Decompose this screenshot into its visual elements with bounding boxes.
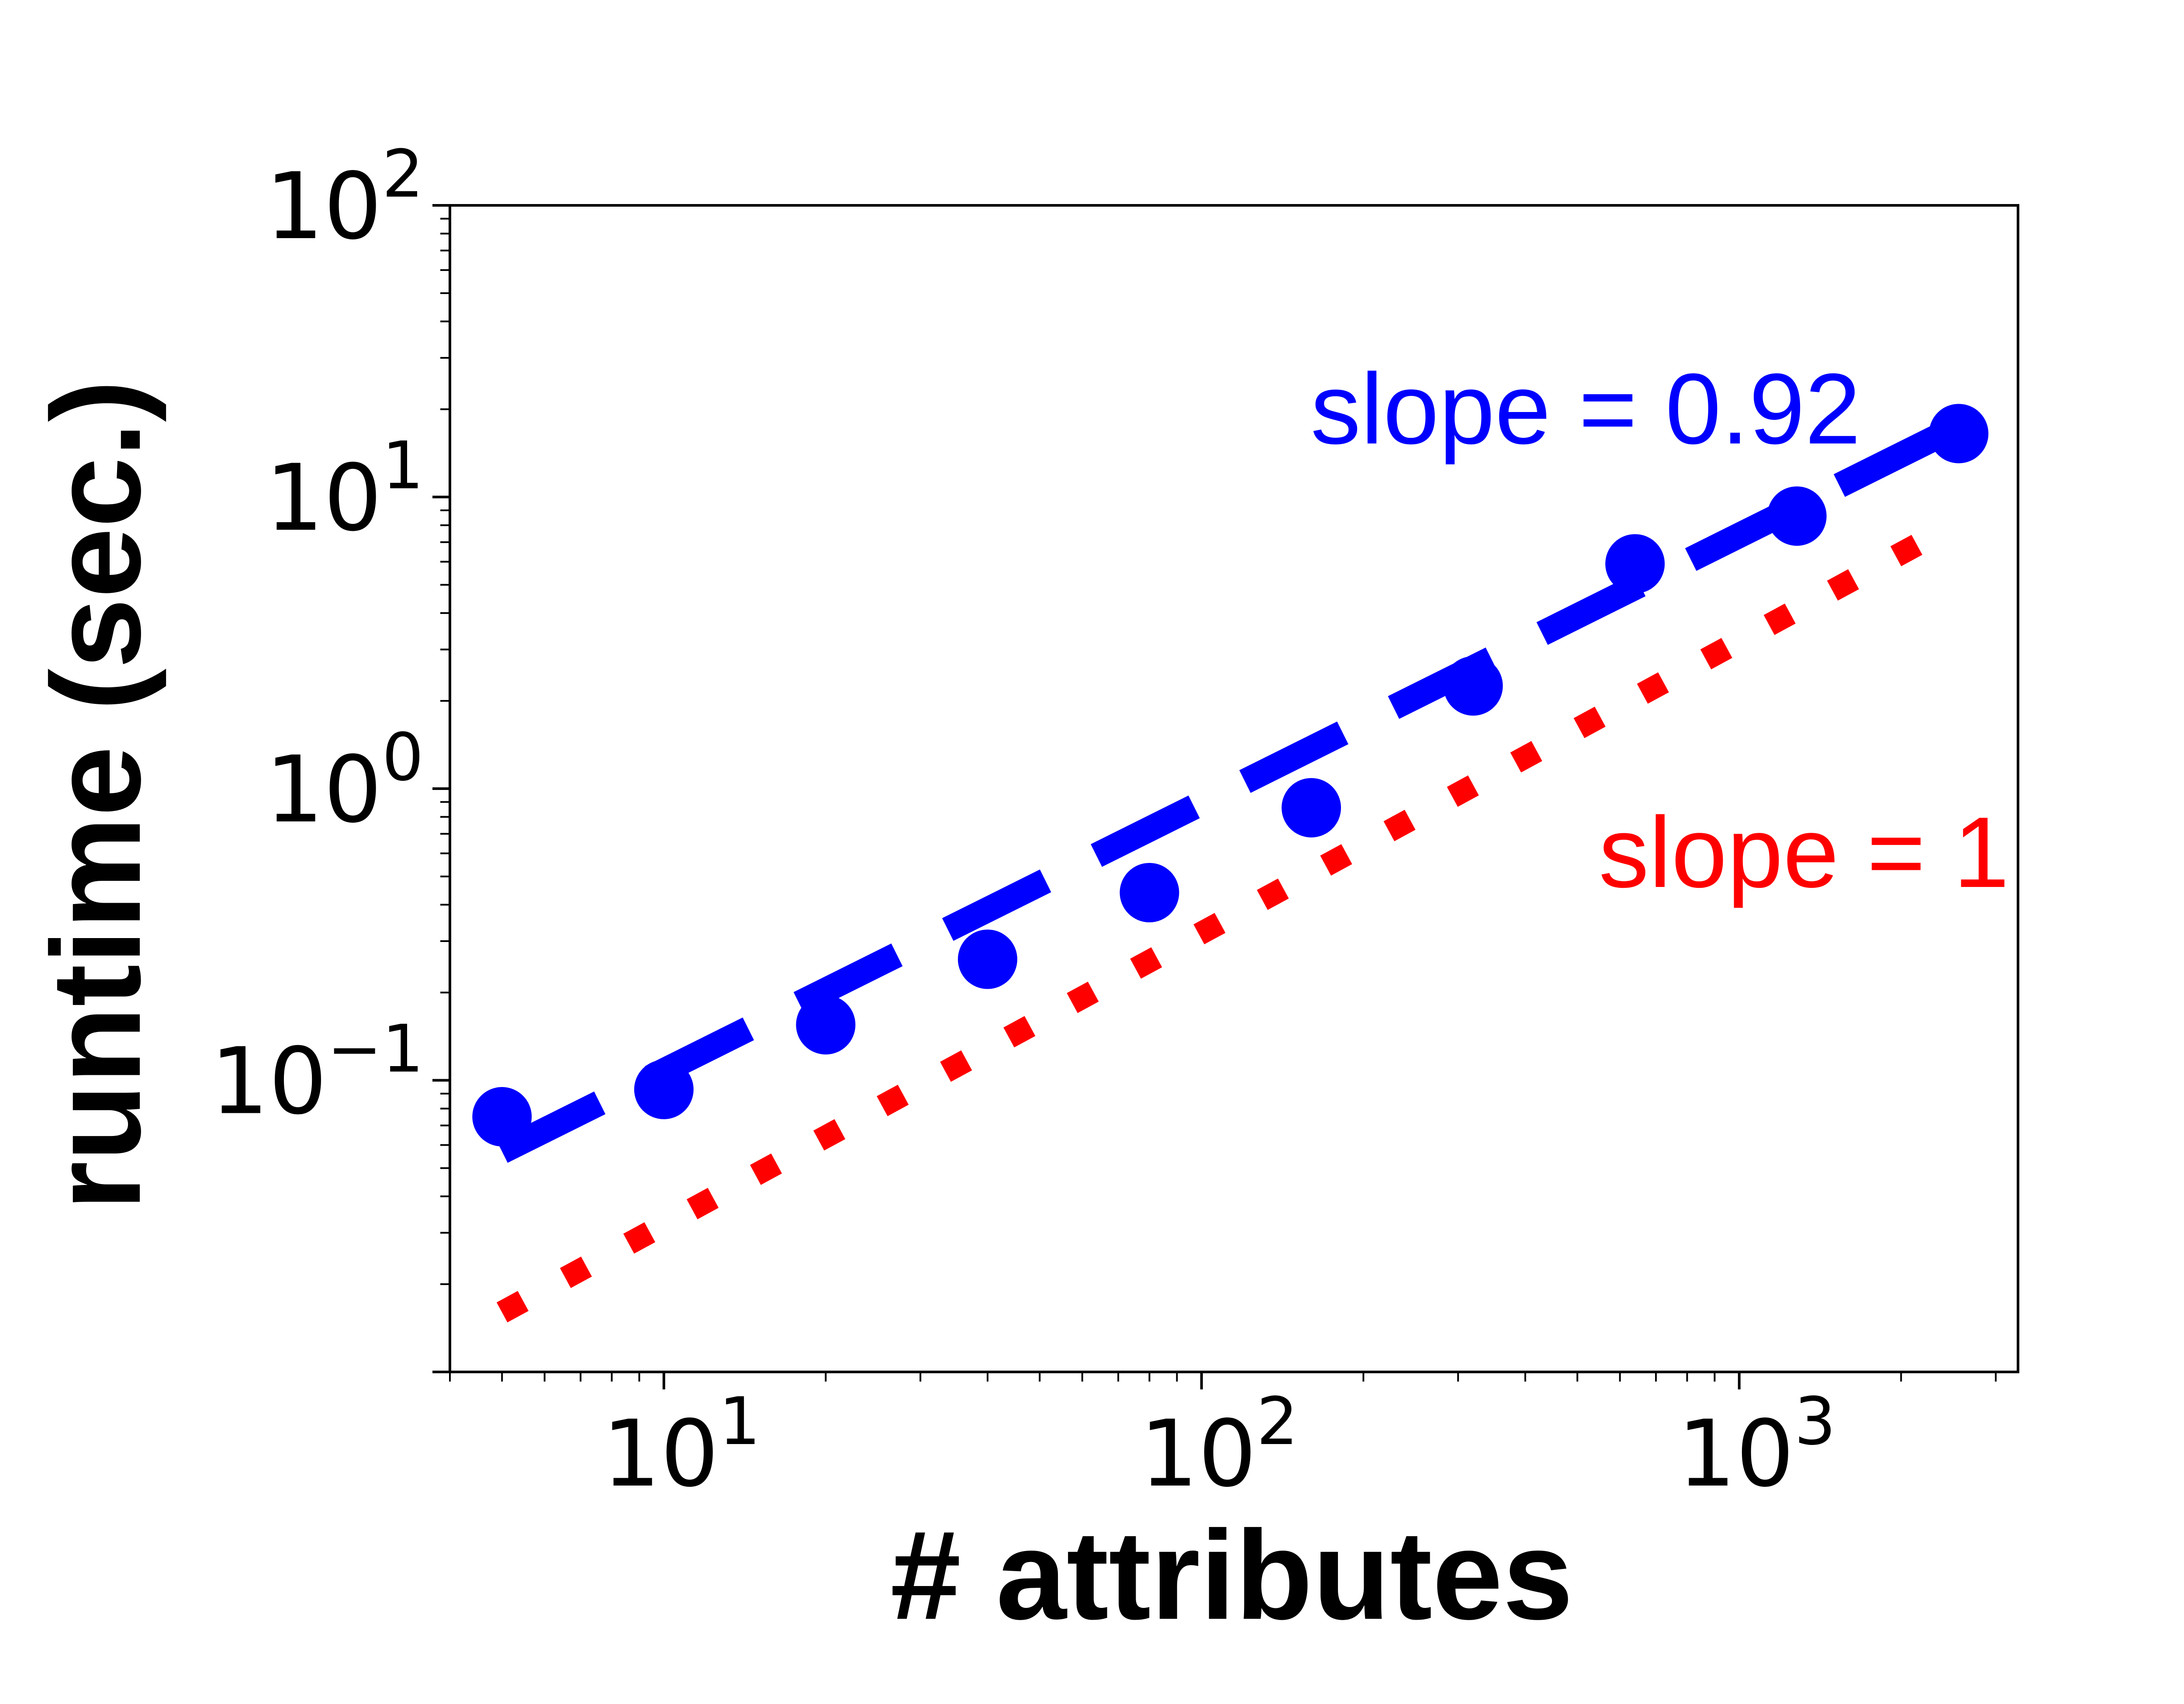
annotation-slope-blue: slope = 0.92 xyxy=(1310,353,1861,465)
data-point xyxy=(1120,862,1179,922)
axis-ticks xyxy=(432,204,1997,1389)
x-tick-labels: 101 102 103 xyxy=(602,1384,1836,1507)
y-tick-label: 100 xyxy=(265,720,424,843)
reference-line-layer xyxy=(496,512,1964,1323)
y-tick-label: 10−1 xyxy=(211,1011,424,1135)
data-point xyxy=(1929,404,1989,464)
x-tick-label: 101 xyxy=(602,1384,761,1507)
y-axis-label: runtime (sec.) xyxy=(25,380,167,1211)
data-point xyxy=(634,1060,694,1119)
fit-line-layer xyxy=(496,415,1965,1163)
y-tick-label: 102 xyxy=(265,136,424,260)
y-tick-labels: 10−1 100 101 102 xyxy=(211,136,424,1135)
data-points-layer xyxy=(472,404,1989,1146)
data-point xyxy=(796,995,856,1055)
y-tick-label: 101 xyxy=(265,428,424,552)
x-tick-label: 102 xyxy=(1140,1384,1298,1507)
data-point xyxy=(1282,778,1341,838)
data-point xyxy=(957,929,1017,989)
fit-line-slope-0-92 xyxy=(496,415,1965,1163)
reference-line-slope-1 xyxy=(496,512,1964,1323)
data-point xyxy=(1767,486,1827,546)
data-point xyxy=(1443,656,1503,716)
data-point xyxy=(472,1087,532,1146)
data-point xyxy=(1605,534,1665,594)
annotation-slope-red: slope = 1 xyxy=(1599,796,2009,908)
x-axis-label: # attributes xyxy=(890,1504,1573,1646)
x-tick-label: 103 xyxy=(1677,1384,1836,1507)
